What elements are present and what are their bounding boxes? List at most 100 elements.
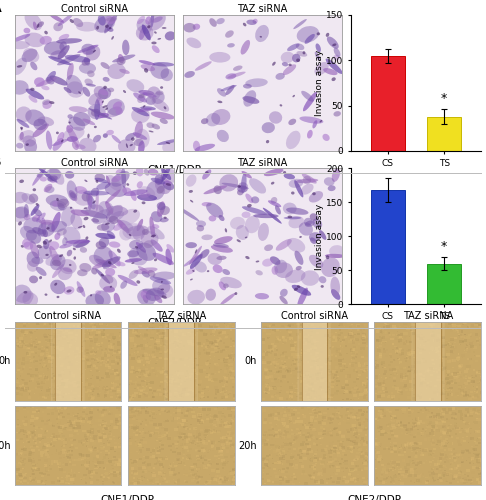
Bar: [167, 419, 168, 420]
Bar: [363, 337, 364, 338]
Bar: [218, 450, 223, 453]
Bar: [474, 431, 477, 432]
Bar: [205, 339, 207, 340]
Bar: [446, 398, 448, 399]
Ellipse shape: [106, 98, 125, 116]
Ellipse shape: [148, 270, 156, 278]
Bar: [114, 439, 115, 440]
Bar: [335, 321, 336, 322]
Bar: [190, 472, 192, 474]
Bar: [89, 411, 93, 414]
Bar: [179, 444, 183, 446]
Bar: [151, 397, 154, 400]
Bar: [460, 336, 463, 338]
Ellipse shape: [161, 168, 171, 180]
Bar: [202, 438, 203, 440]
Bar: [234, 474, 237, 476]
Bar: [476, 371, 480, 374]
Bar: [153, 472, 155, 473]
Bar: [411, 322, 412, 400]
Bar: [90, 353, 93, 355]
Bar: [423, 345, 425, 346]
Bar: [212, 370, 216, 372]
Bar: [27, 353, 30, 356]
Text: CNE1/DDP: CNE1/DDP: [148, 164, 202, 174]
Bar: [17, 382, 18, 384]
Bar: [33, 440, 34, 441]
Bar: [50, 334, 52, 336]
Bar: [367, 390, 370, 392]
Bar: [38, 439, 41, 442]
Bar: [292, 370, 295, 372]
Bar: [410, 350, 412, 352]
Ellipse shape: [161, 281, 163, 283]
Ellipse shape: [166, 142, 170, 144]
Bar: [285, 366, 287, 367]
Bar: [290, 372, 293, 374]
Bar: [131, 382, 135, 386]
Bar: [172, 408, 174, 409]
Bar: [78, 408, 81, 411]
Bar: [419, 344, 421, 346]
Bar: [315, 463, 317, 464]
Bar: [53, 442, 55, 444]
Bar: [415, 418, 417, 420]
Bar: [452, 478, 455, 480]
Bar: [271, 426, 273, 428]
Bar: [400, 479, 401, 480]
Bar: [89, 344, 91, 345]
Bar: [327, 386, 330, 388]
Bar: [180, 370, 183, 372]
Bar: [217, 407, 218, 408]
Bar: [441, 474, 445, 477]
Bar: [438, 448, 440, 449]
Bar: [30, 452, 34, 455]
Bar: [117, 422, 120, 425]
Bar: [25, 382, 27, 384]
Bar: [228, 437, 232, 440]
Bar: [299, 449, 301, 450]
Bar: [16, 432, 18, 434]
Bar: [226, 325, 229, 328]
Bar: [141, 380, 145, 382]
Bar: [224, 440, 226, 442]
Bar: [281, 456, 285, 458]
Bar: [172, 450, 176, 454]
Bar: [196, 374, 198, 376]
Bar: [406, 356, 408, 358]
Bar: [117, 349, 120, 351]
Bar: [401, 471, 404, 474]
Ellipse shape: [189, 246, 202, 265]
Bar: [162, 481, 164, 482]
Bar: [319, 412, 322, 414]
Bar: [385, 471, 388, 474]
Bar: [90, 438, 94, 442]
Ellipse shape: [85, 78, 93, 85]
Bar: [363, 480, 364, 482]
Bar: [331, 346, 334, 348]
Bar: [334, 378, 335, 380]
Bar: [278, 339, 281, 341]
Bar: [199, 458, 204, 462]
Bar: [46, 379, 49, 381]
Bar: [44, 324, 48, 327]
Ellipse shape: [101, 274, 104, 276]
Bar: [87, 468, 89, 469]
Bar: [18, 466, 22, 469]
Bar: [102, 422, 104, 424]
Bar: [437, 479, 439, 480]
Bar: [108, 356, 111, 358]
Bar: [364, 390, 367, 392]
Bar: [428, 368, 431, 370]
Bar: [94, 459, 97, 462]
Bar: [360, 421, 364, 424]
Bar: [200, 432, 204, 436]
Bar: [360, 368, 363, 370]
Bar: [423, 375, 425, 377]
Bar: [40, 352, 44, 356]
Bar: [375, 452, 377, 453]
Bar: [96, 455, 99, 458]
Bar: [234, 320, 236, 322]
Bar: [402, 408, 406, 411]
Bar: [82, 360, 85, 362]
